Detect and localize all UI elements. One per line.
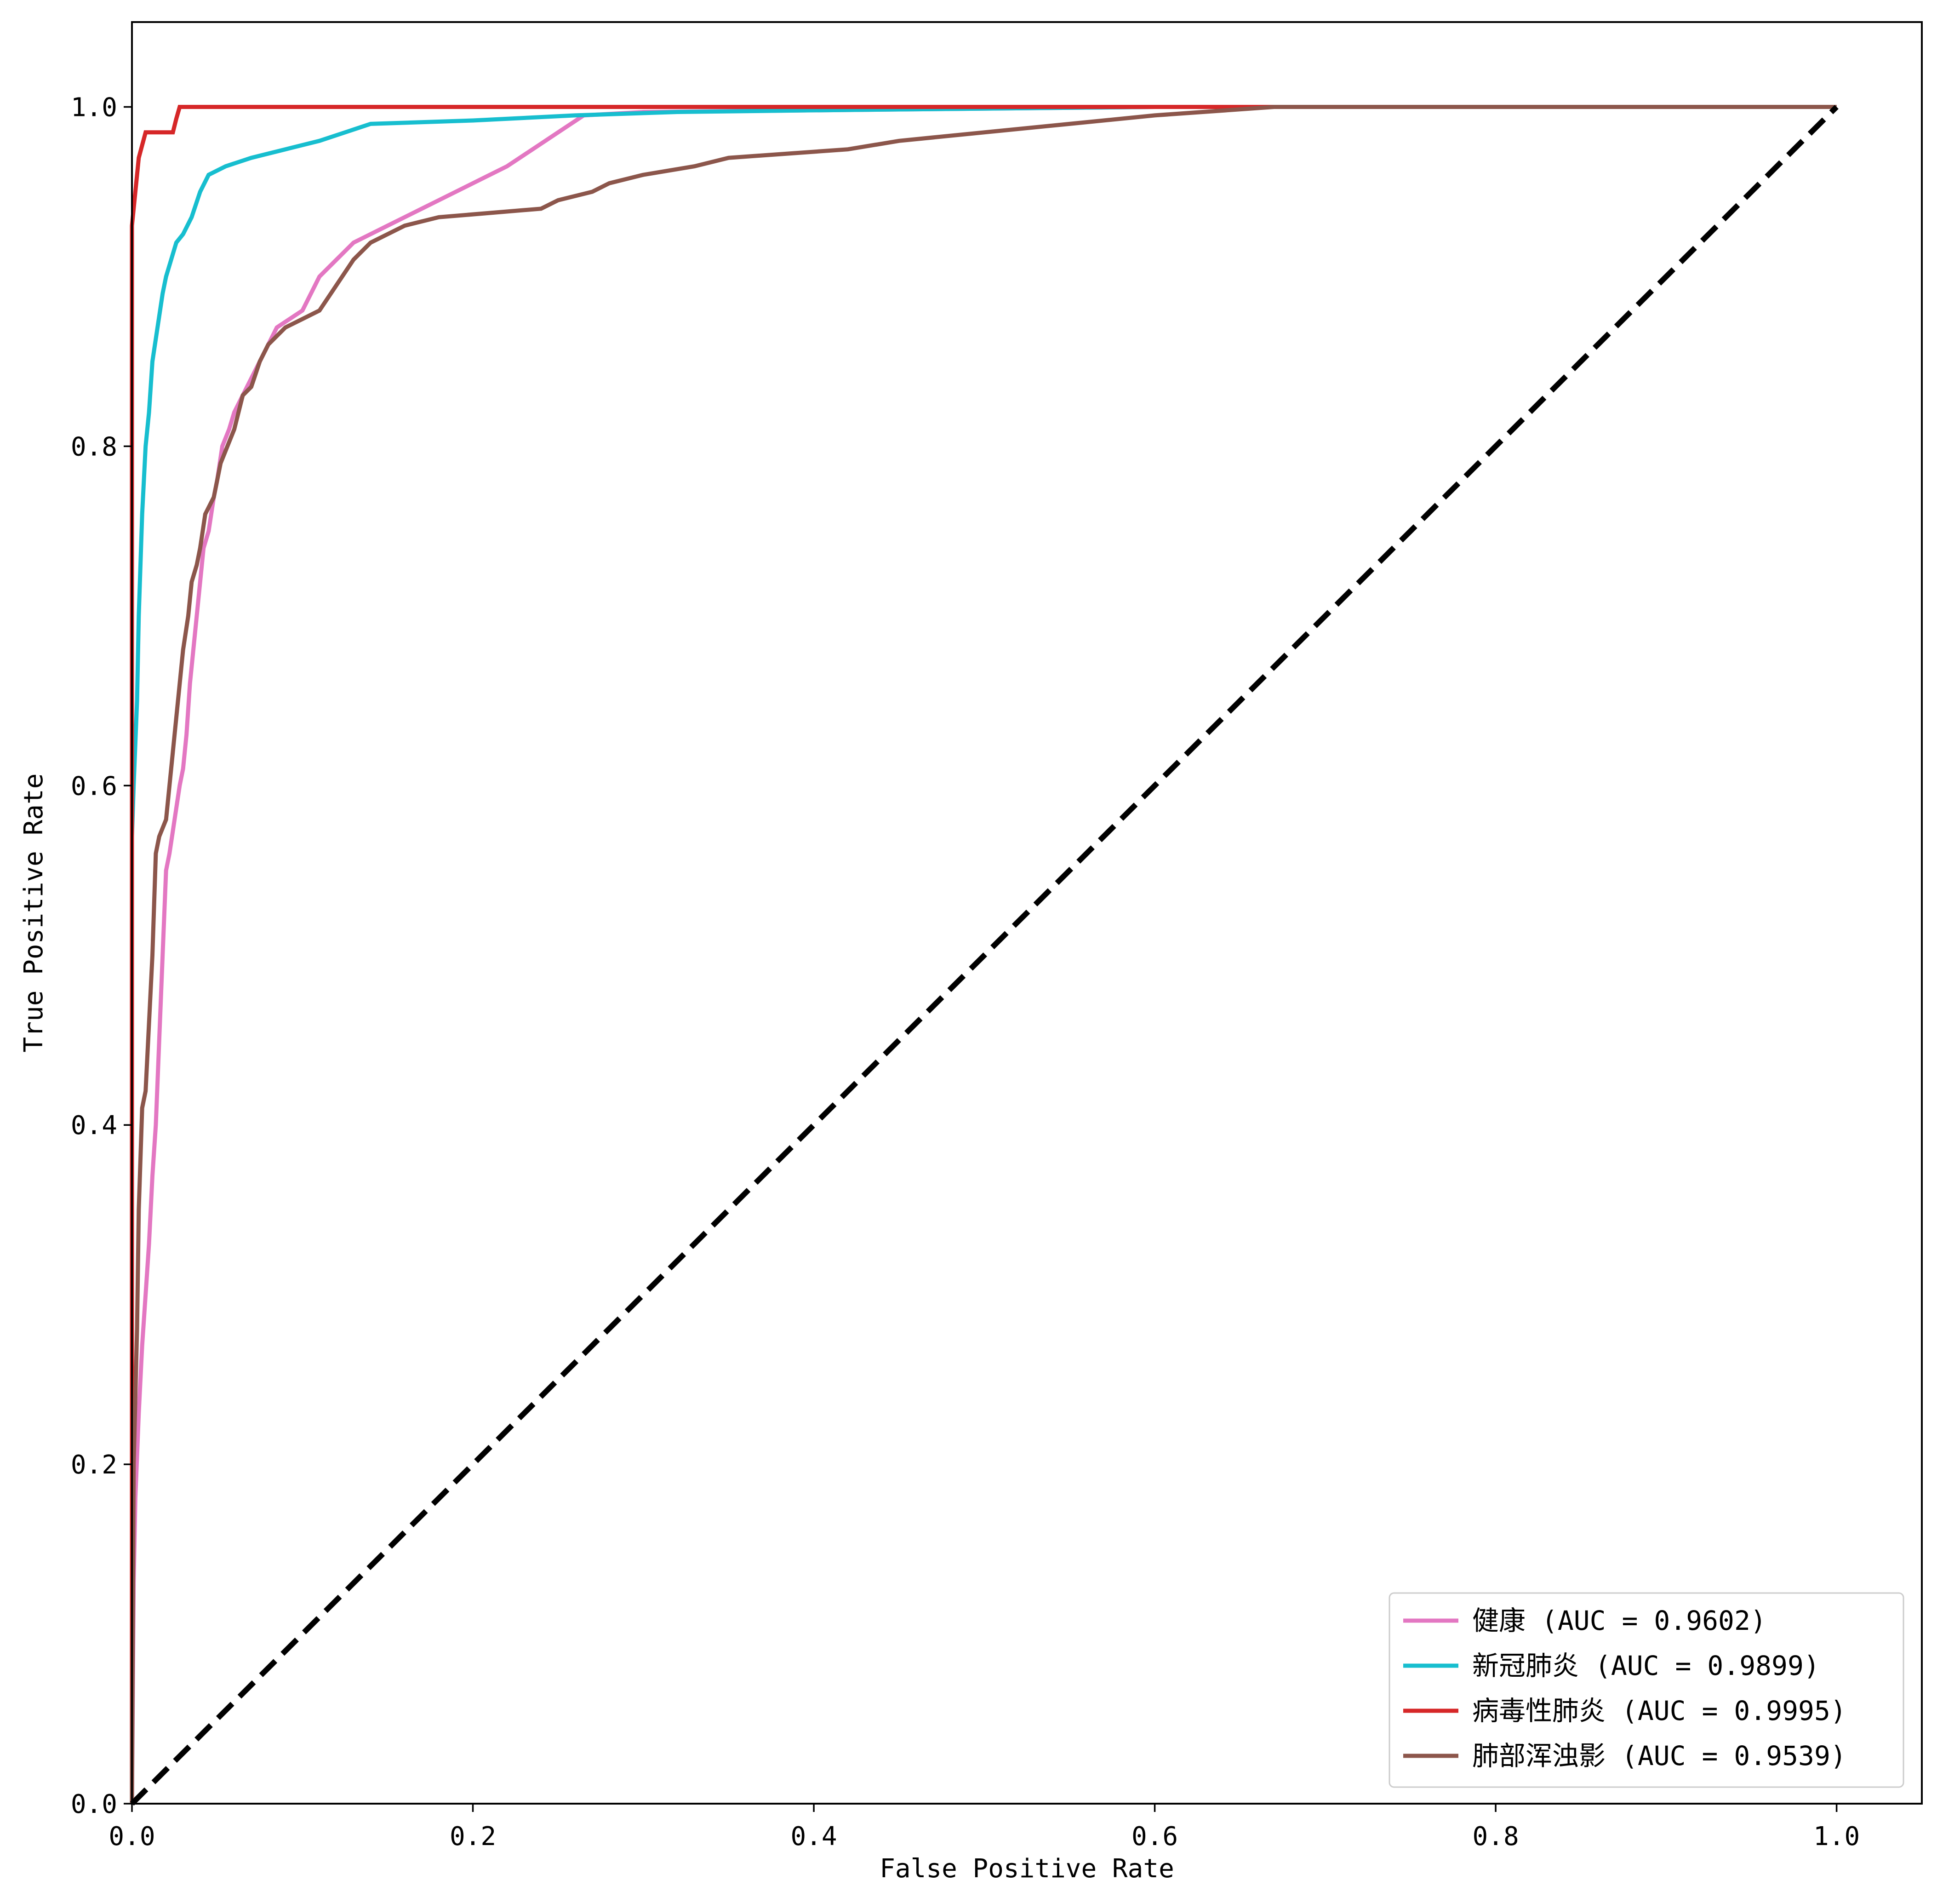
diagonal-reference-line xyxy=(130,105,1839,1806)
legend-label: 健康 (AUC = 0.9602) xyxy=(1472,1605,1766,1636)
y-tick-label: 0.6 xyxy=(71,771,117,801)
x-tick-label: 1.0 xyxy=(1813,1822,1860,1851)
x-tick-label: 0.8 xyxy=(1473,1822,1519,1851)
plot-area xyxy=(130,21,1923,1806)
y-tick-label: 0.0 xyxy=(71,1789,117,1819)
series-line-2 xyxy=(130,105,1837,1804)
legend: 健康 (AUC = 0.9602) 新冠肺炎 (AUC = 0.9899) 病毒性肺… xyxy=(1389,1592,1904,1788)
y-tick-label: 1.0 xyxy=(71,92,117,122)
x-tick-label: 0.4 xyxy=(790,1822,837,1851)
legend-box xyxy=(1389,1592,1904,1788)
plot-frame xyxy=(131,21,1923,1805)
x-tick-label: 0.0 xyxy=(109,1822,155,1851)
series-line-1 xyxy=(130,105,1837,1804)
series-layer xyxy=(130,105,1839,1806)
y-tick-label: 0.8 xyxy=(71,432,117,462)
y-axis: 0.0 0.2 0.4 0.6 0.8 1.0 xyxy=(71,92,132,1819)
x-axis: 0.0 0.2 0.4 0.6 0.8 1.0 xyxy=(109,1804,1860,1851)
x-tick-label: 0.2 xyxy=(450,1822,496,1851)
y-axis-title: True Positive Rate xyxy=(19,774,49,1053)
legend-label: 肺部浑浊影 (AUC = 0.9539) xyxy=(1472,1740,1846,1771)
legend-label: 病毒性肺炎 (AUC = 0.9995) xyxy=(1472,1695,1846,1726)
y-tick-label: 0.2 xyxy=(71,1450,117,1480)
x-axis-title: False Positive Rate xyxy=(880,1854,1174,1884)
series-line-3 xyxy=(130,105,1837,1804)
x-tick-label: 0.6 xyxy=(1131,1822,1178,1851)
y-tick-label: 0.4 xyxy=(71,1111,117,1141)
legend-label: 新冠肺炎 (AUC = 0.9899) xyxy=(1472,1650,1820,1681)
